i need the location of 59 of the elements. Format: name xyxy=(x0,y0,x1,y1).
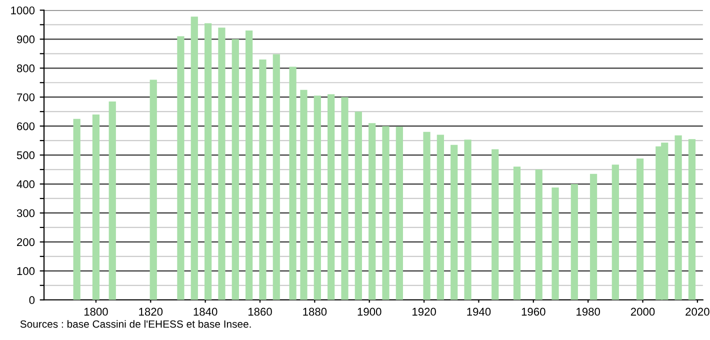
bar xyxy=(612,164,619,300)
x-tick-label: 1860 xyxy=(248,308,272,316)
x-tick-label: 1960 xyxy=(522,308,546,316)
y-tick-label: 1000 xyxy=(11,6,35,14)
bar xyxy=(464,140,472,300)
x-tick-label: 1820 xyxy=(139,308,163,316)
y-tick-label: 500 xyxy=(16,151,35,160)
bar xyxy=(218,28,226,300)
bar xyxy=(341,97,348,300)
x-tick-label: 1900 xyxy=(358,308,382,316)
bar xyxy=(396,126,403,300)
bar xyxy=(688,139,696,300)
y-tick-label: 100 xyxy=(17,267,35,276)
bar xyxy=(204,23,212,300)
bar xyxy=(300,90,308,300)
x-tick-label: 1840 xyxy=(194,308,218,316)
y-tick-label: 700 xyxy=(17,93,35,102)
bar xyxy=(492,149,499,300)
x-tick-label: 1800 xyxy=(84,308,108,316)
bar xyxy=(674,135,682,300)
x-tick-label: 2020 xyxy=(686,308,710,316)
bar xyxy=(328,94,335,300)
y-tick-label: 400 xyxy=(16,180,35,188)
bar xyxy=(368,123,376,300)
bar xyxy=(246,30,253,300)
source-note: Sources : base Cassini de l'EHESS et base Insee. xyxy=(20,320,251,328)
bar xyxy=(272,54,280,300)
bar xyxy=(150,80,157,300)
bar xyxy=(450,144,458,300)
bar xyxy=(535,170,542,300)
bar xyxy=(190,16,198,300)
x-tick-label: 1920 xyxy=(412,308,436,316)
bar xyxy=(552,187,559,300)
x-tick-label: 1980 xyxy=(576,308,600,316)
bar xyxy=(436,134,444,300)
bar xyxy=(108,101,116,300)
x-tick-label: 1940 xyxy=(467,308,491,316)
bar xyxy=(259,59,266,300)
y-tick-label: 0 xyxy=(29,296,35,304)
y-tick-label: 300 xyxy=(16,209,35,218)
bar xyxy=(423,132,430,300)
bar xyxy=(354,112,362,300)
bar xyxy=(636,158,644,300)
bar xyxy=(382,126,390,300)
bar xyxy=(513,166,521,300)
bar xyxy=(570,184,578,300)
x-tick-label: 2000 xyxy=(630,308,655,316)
bar xyxy=(289,66,296,300)
y-tick-label: 900 xyxy=(16,35,35,44)
bar xyxy=(92,114,100,300)
bar xyxy=(232,39,239,300)
y-tick-label: 200 xyxy=(17,238,35,246)
y-tick-label: 600 xyxy=(17,122,35,130)
y-tick-label: 800 xyxy=(16,64,35,72)
bar xyxy=(73,118,80,300)
x-tick-label: 1880 xyxy=(303,308,327,316)
bar xyxy=(590,174,598,300)
bar xyxy=(177,36,184,300)
bar xyxy=(314,96,321,300)
